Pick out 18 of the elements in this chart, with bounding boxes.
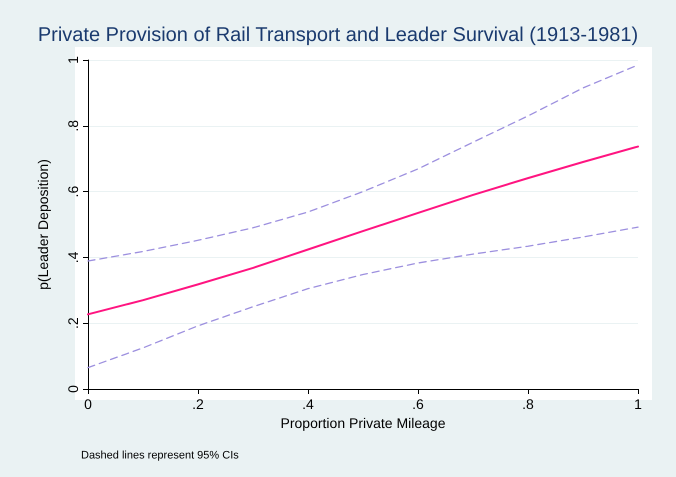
x-tick-label: .8 [522,396,534,412]
y-tick-label: .2 [65,317,81,330]
y-tick-label: 1 [65,56,81,64]
y-tick-label: 0 [65,384,81,393]
x-tick-label: .4 [302,396,314,412]
x-tick-label: .6 [412,396,424,412]
y-tick-label: .4 [65,251,81,264]
y-axis-title: p(Leader Deposition) [35,159,51,290]
x-tick-label: .2 [192,396,204,412]
chart-title: Private Provision of Rail Transport and Leader Survival (1913-1981) [38,24,638,46]
y-tick-label: .8 [65,120,81,132]
line-series [87,226,639,368]
y-tick-label: .6 [65,186,81,198]
x-tick-label: 1 [634,396,642,412]
x-tick-label: 0 [84,396,92,412]
text: Dashed lines represent 95% CIs [81,450,240,462]
line-series [87,146,639,316]
x-axis-title: Proportion Private Mileage [280,414,446,431]
